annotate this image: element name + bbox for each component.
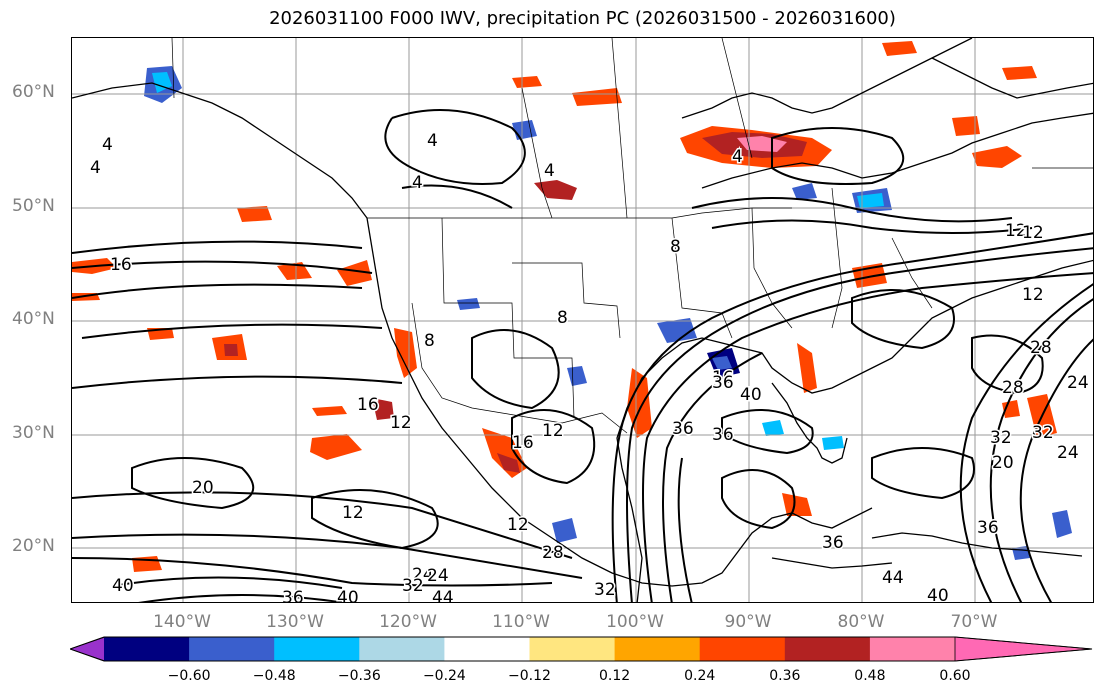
contour-label: 24 [1067, 373, 1089, 393]
lon-label-70w: 70°W [950, 612, 998, 632]
precip-negative-shading [144, 66, 1072, 560]
colorbar-tick-label: −0.36 [337, 668, 381, 684]
colorbar-tick-label: 0.24 [684, 668, 716, 684]
coastlines [72, 38, 1093, 602]
lon-label-120w: 120°W [379, 612, 437, 632]
contour-label: 16 [512, 433, 534, 453]
colorbar-segment [274, 637, 360, 661]
contour-label: 12 [542, 421, 564, 441]
contour-label: 16 [712, 368, 734, 388]
contour-label: 8 [424, 331, 435, 351]
colorbar-segment [189, 637, 275, 661]
colorbar-extend-low [70, 636, 106, 662]
contour-label: 4 [544, 161, 555, 181]
contour-label: 12 [342, 503, 364, 523]
contour-label: 20 [192, 478, 214, 498]
contour-label: 32 [1032, 423, 1054, 443]
contour-label: 36 [977, 518, 999, 538]
colorbar-tick-label: 0.60 [939, 668, 971, 684]
colorbar-segment [614, 637, 701, 661]
contour-label: 4 [102, 135, 113, 155]
colorbar-segment [104, 637, 190, 661]
lat-label-50n: 50°N [12, 196, 55, 216]
colorbar-outline [70, 636, 1093, 662]
contour-label: 44 [432, 588, 454, 603]
contour-label: 36 [282, 588, 304, 603]
contour-label: 24 [427, 566, 449, 586]
colorbar-extend-high [954, 636, 1093, 662]
iwv-contours [72, 109, 1093, 602]
colorbar-tick-label: 0.48 [854, 668, 886, 684]
lon-label-110w: 110°W [492, 612, 550, 632]
lon-label-90w: 90°W [724, 612, 772, 632]
lat-label-40n: 40°N [12, 309, 55, 329]
contour-label: 12 [507, 515, 529, 535]
contour-label: 24 [412, 565, 434, 585]
contour-label: 16 [110, 255, 132, 275]
contour-label: 16 [357, 395, 379, 415]
colorbar-segment [444, 637, 530, 661]
contour-label: 28 [542, 543, 564, 563]
contour-label: 4 [427, 131, 438, 151]
contour-label: 24 [1057, 443, 1079, 463]
colorbar-segment [699, 637, 786, 661]
contour-label: 36 [672, 419, 694, 439]
colorbar-tick-label: −0.24 [422, 668, 466, 684]
contour-label: 32 [594, 580, 616, 600]
graticule [72, 38, 1093, 602]
contour-label: 40 [112, 576, 134, 596]
lat-label-60n: 60°N [12, 82, 55, 102]
contour-label: 40 [337, 588, 359, 603]
contour-label: 20 [992, 453, 1014, 473]
contour-label: 40 [740, 385, 762, 405]
contour-label: 32 [402, 576, 424, 596]
contour-label: 36 [712, 373, 734, 393]
contour-label: 8 [557, 308, 568, 328]
map-panel: 4 4 4 4 4 4 16 8 8 8 12 12 16 16 12 12 12 20 12 28 16 24 28 32 3… [71, 37, 1094, 603]
lon-label-100w: 100°W [606, 612, 664, 632]
lon-label-140w: 140°W [153, 612, 211, 632]
contour-label: 28 [1030, 338, 1052, 358]
lon-label-80w: 80°W [837, 612, 885, 632]
contour-label: 12 [1005, 221, 1027, 241]
lat-label-20n: 20°N [12, 536, 55, 556]
colorbar-tick-label: −0.12 [508, 668, 551, 684]
contour-label: 4 [90, 158, 101, 178]
contour-label: 32 [990, 428, 1012, 448]
lat-label-30n: 30°N [12, 423, 55, 443]
contour-label: 4 [412, 173, 423, 193]
colorbar-segment [359, 637, 445, 661]
colorbar-segment [784, 637, 871, 661]
colorbar-segment [869, 637, 956, 661]
colorbar-tick-label: 0.36 [769, 668, 801, 684]
contour-label: 36 [822, 533, 844, 553]
contour-label: 40 [927, 586, 949, 603]
contour-label: 44 [882, 568, 904, 588]
colorbar-segment [529, 637, 616, 661]
contour-label: 12 [1022, 285, 1044, 305]
colorbar-tick-label: −0.48 [252, 668, 296, 684]
lon-label-130w: 130°W [266, 612, 324, 632]
contour-label: 12 [1022, 223, 1044, 243]
contour-label: 4 [732, 147, 743, 167]
colorbar-tick-label: 0.12 [599, 668, 631, 684]
contour-label: 12 [512, 433, 534, 453]
contour-label: 12 [390, 413, 412, 433]
precip-shading [72, 41, 1057, 572]
map-title: 2026031100 F000 IWV, precipitation PC (2… [269, 8, 896, 29]
contour-label: 28 [1002, 378, 1024, 398]
colorbar-tick-label: −0.60 [167, 668, 211, 684]
colorbar [70, 636, 1093, 662]
contour-label: 36 [712, 425, 734, 445]
contour-label: 8 [670, 237, 681, 257]
